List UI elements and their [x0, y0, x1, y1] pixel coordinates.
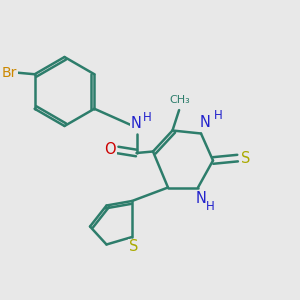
Text: CH₃: CH₃	[169, 95, 190, 105]
Text: H: H	[214, 109, 223, 122]
Text: O: O	[105, 142, 116, 157]
Text: H: H	[142, 111, 152, 124]
Text: H: H	[206, 200, 214, 214]
Text: N: N	[131, 116, 142, 130]
Text: Br: Br	[2, 66, 17, 80]
Text: S: S	[241, 151, 251, 166]
Text: S: S	[129, 239, 138, 254]
Text: N: N	[200, 115, 211, 130]
Text: N: N	[196, 191, 206, 206]
